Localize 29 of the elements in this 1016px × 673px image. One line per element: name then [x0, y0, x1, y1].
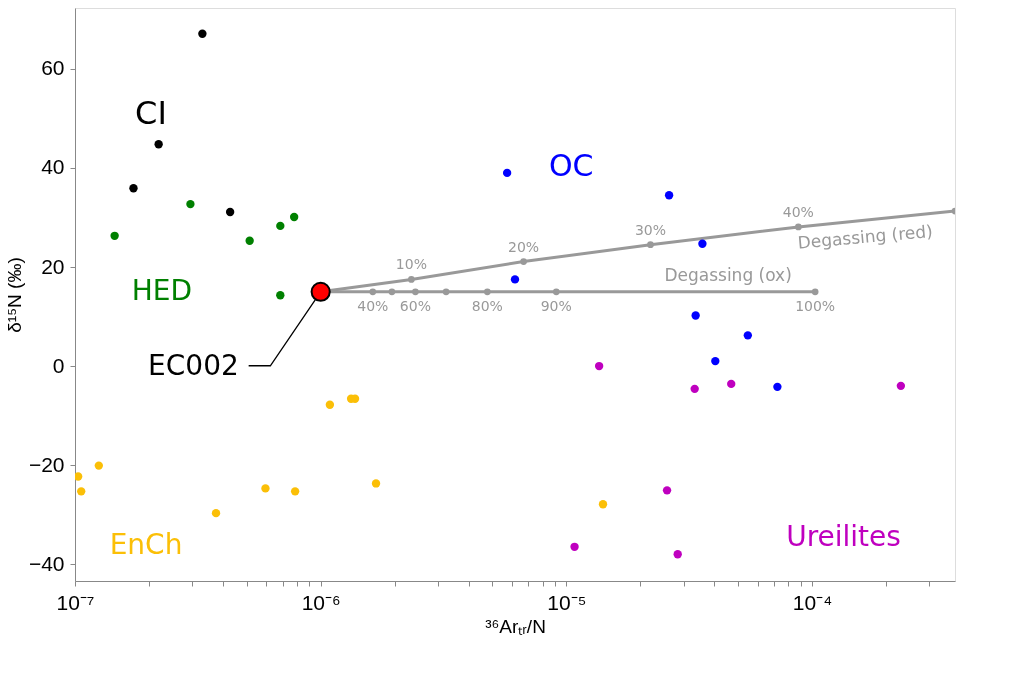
- series-label: EnCh: [109, 528, 183, 562]
- annotation: 100%: [795, 297, 836, 314]
- annotation: 10%: [395, 256, 427, 273]
- y-tick-label: −20: [28, 452, 65, 476]
- x-axis-title: ³⁶Arₜᵣ/N: [485, 615, 546, 637]
- series-label: HED: [131, 274, 192, 308]
- x-tick-label: 10⁻⁵: [547, 590, 587, 614]
- series-label: Degassing (ox): [664, 265, 792, 286]
- text: EC002: [148, 348, 239, 382]
- annotation: 30%: [634, 221, 667, 238]
- annotation: 80%: [471, 297, 503, 314]
- y-tick-label: 20: [41, 254, 65, 278]
- x-tick-label: 10⁻⁴: [792, 590, 833, 614]
- annotation: 20%: [508, 238, 540, 255]
- annotation: 60%: [399, 297, 431, 314]
- y-axis-title: δ¹⁵N (‰): [3, 257, 25, 333]
- y-tick-label: 40: [41, 155, 65, 179]
- series-label: Degassing (red): [796, 220, 934, 253]
- annotation: 40%: [782, 203, 814, 220]
- annotation: 40%: [357, 297, 389, 314]
- y-tick-label: −40: [28, 551, 65, 575]
- text: Ureilites: [786, 519, 901, 553]
- x-tick-label: 10⁻⁶: [301, 590, 341, 614]
- y-tick-label: 60: [41, 56, 65, 80]
- series-label: CI: [135, 93, 167, 132]
- series-label: OC: [548, 147, 594, 183]
- x-tick-label: 10⁻⁷: [56, 590, 95, 614]
- y-tick-label: 0: [52, 353, 65, 377]
- annotation: 90%: [540, 297, 572, 314]
